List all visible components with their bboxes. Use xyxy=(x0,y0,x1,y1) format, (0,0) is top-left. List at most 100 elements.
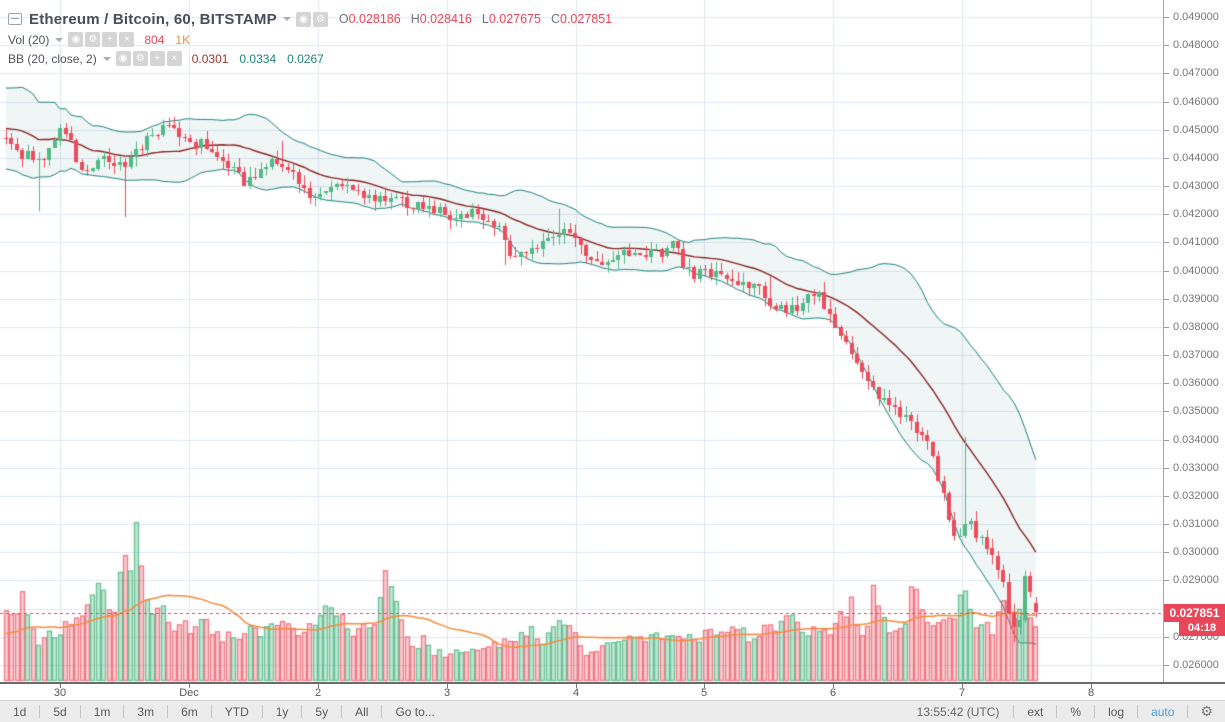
range-button-5y[interactable]: 5y xyxy=(315,704,329,719)
volume-value: 804 xyxy=(144,32,165,47)
time-tick-dash xyxy=(962,684,963,688)
bar-countdown-label: 04:18 xyxy=(1179,621,1225,636)
chart-legend: Ethereum / Bitcoin, 60, BITSTAMP ◉ ⚙ O 0.… xyxy=(8,8,622,68)
visibility-toggle-icon[interactable]: ◉ xyxy=(115,51,131,66)
range-button-ytd[interactable]: YTD xyxy=(224,704,249,719)
price-tick-label: 0.048000 xyxy=(1173,39,1219,51)
price-chart-canvas[interactable] xyxy=(0,0,1163,682)
bottom-toolbar: 1d 5d 1m 3m 6m YTD 1y 5y All Go to... 13:55:42 (U… xyxy=(0,700,1225,722)
indicator-dropdown-caret-icon[interactable] xyxy=(102,56,111,61)
go-to-date-button[interactable]: Go to... xyxy=(395,704,435,719)
price-tick-dash xyxy=(1164,355,1169,356)
price-tick-dash xyxy=(1164,327,1169,328)
price-tick-label: 0.046000 xyxy=(1173,96,1219,108)
price-tick-label: 0.031000 xyxy=(1173,518,1219,530)
toolbar-divider xyxy=(1056,705,1058,718)
toolbar-divider xyxy=(301,705,303,718)
indicator-dropdown-caret-icon[interactable] xyxy=(55,37,64,42)
auto-scale-button[interactable]: auto xyxy=(1151,704,1175,719)
price-tick-dash xyxy=(1164,299,1169,300)
time-tick-label: 3 xyxy=(443,687,451,699)
range-button-5d[interactable]: 5d xyxy=(53,704,67,719)
price-tick-label: 0.035000 xyxy=(1173,405,1219,417)
price-tick-dash xyxy=(1164,496,1169,497)
price-tick-dash xyxy=(1164,440,1169,441)
high-label: H xyxy=(410,12,420,26)
price-tick-label: 0.043000 xyxy=(1173,180,1219,192)
low-value: 0.027675 xyxy=(488,12,541,26)
price-tick-label: 0.032000 xyxy=(1173,490,1219,502)
toolbar-divider xyxy=(381,705,383,718)
toolbar-divider xyxy=(210,705,212,718)
price-tick-label: 0.036000 xyxy=(1173,377,1219,389)
indicator-label: BB (20, close, 2) xyxy=(8,51,97,66)
time-tick-label: 8 xyxy=(1087,687,1095,699)
utc-clock[interactable]: 13:55:42 (UTC) xyxy=(916,704,1000,719)
price-tick-dash xyxy=(1164,665,1169,666)
toolbar-divider xyxy=(1137,705,1139,718)
price-tick-dash xyxy=(1164,242,1169,243)
symbol-title[interactable]: Ethereum / Bitcoin, 60, BITSTAMP xyxy=(29,10,277,28)
price-axis[interactable]: 0.049000 0.048000 0.047000 0.046000 0.045000… xyxy=(1163,0,1225,682)
time-axis[interactable]: 30 Dec 2 3 4 5 6 7 8 xyxy=(0,682,1225,700)
last-price-label: 0.027851 xyxy=(1164,604,1225,622)
price-tick-dash xyxy=(1164,73,1169,74)
open-value: 0.028186 xyxy=(348,12,401,26)
price-tick-label: 0.040000 xyxy=(1173,265,1219,277)
high-value: 0.028416 xyxy=(419,12,472,26)
visibility-toggle-icon[interactable]: ◉ xyxy=(295,11,311,27)
symbol-dropdown-caret-icon[interactable] xyxy=(282,17,291,21)
bb-lower-value: 0.0267 xyxy=(287,51,324,66)
price-tick-dash xyxy=(1164,271,1169,272)
open-label: O xyxy=(338,12,349,26)
close-value: 0.027851 xyxy=(560,12,613,26)
indicator-label: Vol (20) xyxy=(8,32,50,47)
scale-mode-button-percent[interactable]: % xyxy=(1070,704,1082,719)
settings-gear-icon[interactable]: ⚙ xyxy=(85,32,101,47)
toolbar-divider xyxy=(1094,705,1096,718)
toolbar-divider xyxy=(167,705,169,718)
add-indicator-icon[interactable]: + xyxy=(149,51,165,66)
range-button-1m[interactable]: 1m xyxy=(93,704,111,719)
toolbar-divider xyxy=(123,705,125,718)
time-tick-dash xyxy=(447,684,448,688)
remove-indicator-icon[interactable]: × xyxy=(119,32,135,47)
add-indicator-icon[interactable]: + xyxy=(102,32,118,47)
price-tick-label: 0.044000 xyxy=(1173,152,1219,164)
time-tick-label: Dec xyxy=(179,687,199,699)
volume-ma-value: 1K xyxy=(175,32,191,47)
price-tick-dash xyxy=(1164,130,1169,131)
price-tick-label: 0.034000 xyxy=(1173,434,1219,446)
range-button-1y[interactable]: 1y xyxy=(275,704,289,719)
time-tick-dash xyxy=(576,684,577,688)
chart-settings-gear-icon[interactable]: ⚙ xyxy=(1200,703,1213,719)
price-tick-label: 0.041000 xyxy=(1173,236,1219,248)
settings-gear-icon[interactable]: ⚙ xyxy=(132,51,148,66)
price-tick-label: 0.030000 xyxy=(1173,546,1219,558)
price-tick-label: 0.042000 xyxy=(1173,208,1219,220)
price-tick-label: 0.026000 xyxy=(1173,659,1219,671)
toolbar-divider xyxy=(39,705,41,718)
range-button-all[interactable]: All xyxy=(355,704,369,719)
time-tick-dash xyxy=(1091,684,1092,688)
scale-mode-button-log[interactable]: log xyxy=(1108,704,1125,719)
price-tick-label: 0.029000 xyxy=(1173,574,1219,586)
time-tick-label: 6 xyxy=(829,687,837,699)
low-label: L xyxy=(481,12,489,26)
remove-indicator-icon[interactable]: × xyxy=(166,51,182,66)
price-tick-dash xyxy=(1164,17,1169,18)
range-button-6m[interactable]: 6m xyxy=(181,704,198,719)
price-tick-dash xyxy=(1164,637,1169,638)
collapse-panel-icon[interactable] xyxy=(8,13,22,25)
price-tick-label: 0.047000 xyxy=(1173,67,1219,79)
range-button-3m[interactable]: 3m xyxy=(137,704,155,719)
visibility-toggle-icon[interactable]: ◉ xyxy=(68,32,84,47)
range-button-1d[interactable]: 1d xyxy=(13,704,27,719)
price-tick-label: 0.039000 xyxy=(1173,293,1219,305)
time-tick-label: 4 xyxy=(572,687,580,699)
price-tick-dash xyxy=(1164,186,1169,187)
time-tick-dash xyxy=(60,684,61,688)
settings-gear-icon[interactable]: ⚙ xyxy=(312,11,328,27)
scale-mode-button-ext[interactable]: ext xyxy=(1027,704,1044,719)
